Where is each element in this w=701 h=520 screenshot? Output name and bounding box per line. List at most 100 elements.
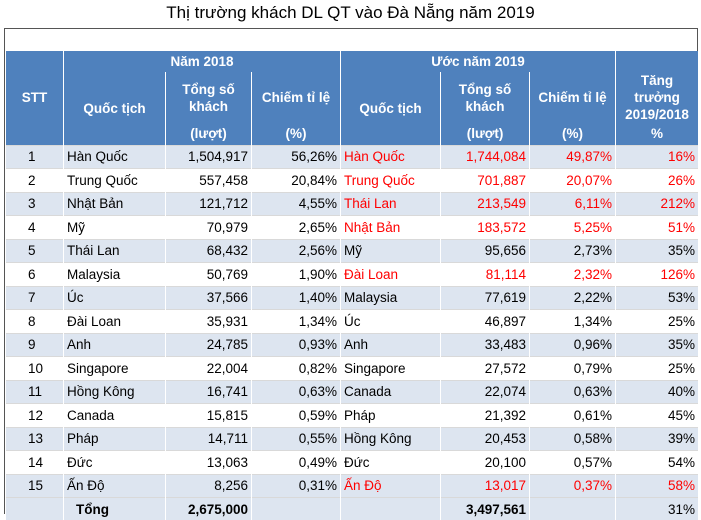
- stt-cell: 12: [6, 404, 64, 428]
- share-2018-cell: 0,55%: [252, 427, 341, 451]
- guests-2019-cell: 213,549: [441, 192, 530, 216]
- total-share-2019: [530, 498, 616, 520]
- country-2019-cell: Mỹ: [341, 239, 441, 263]
- stt-cell: 13: [6, 427, 64, 451]
- growth-blank-header: [616, 51, 699, 72]
- growth-cell: 40%: [616, 380, 699, 404]
- country-2019-cell: Malaysia: [341, 286, 441, 310]
- share-2019-cell: 2,73%: [530, 239, 616, 263]
- stt-header: STT: [6, 51, 64, 145]
- country-2019-cell: Nhật Bản: [341, 216, 441, 240]
- guests-2018-cell: 16,741: [166, 380, 252, 404]
- share-2019-cell: 0,58%: [530, 427, 616, 451]
- country-2019-cell: Anh: [341, 333, 441, 357]
- guests-2019-cell: 183,572: [441, 216, 530, 240]
- guests-2019-cell: 33,483: [441, 333, 530, 357]
- share-2019-cell: 0,37%: [530, 474, 616, 498]
- share-2019-cell: 0,79%: [530, 357, 616, 381]
- total-growth: 31%: [616, 498, 699, 520]
- share-2018-cell: 20,84%: [252, 169, 341, 193]
- guests-2019-cell: 13,017: [441, 474, 530, 498]
- share-2019-cell: 0,63%: [530, 380, 616, 404]
- share-2018-cell: 1,40%: [252, 286, 341, 310]
- share-2018-cell: 4,55%: [252, 192, 341, 216]
- stt-cell: 10: [6, 357, 64, 381]
- guests-unit-2018: (lượt): [166, 123, 252, 145]
- year-2019-header: Ước năm 2019: [341, 51, 616, 72]
- total-guests-2018: 2,675,000: [166, 498, 252, 520]
- country-2019-cell: Pháp: [341, 404, 441, 428]
- share-2018-cell: 2,56%: [252, 239, 341, 263]
- share-2019-cell: 20,07%: [530, 169, 616, 193]
- country-2018-cell: Thái Lan: [64, 239, 166, 263]
- guests-2018-cell: 15,815: [166, 404, 252, 428]
- country-2019-cell: Trung Quốc: [341, 169, 441, 193]
- growth-cell: 45%: [616, 404, 699, 428]
- share-2018-cell: 0,59%: [252, 404, 341, 428]
- country-2018-cell: Trung Quốc: [64, 169, 166, 193]
- country-2019-cell: Úc: [341, 310, 441, 334]
- growth-cell: 16%: [616, 145, 699, 169]
- share-2019-header: Chiếm tỉ lệ: [530, 72, 616, 123]
- share-2019-cell: 0,61%: [530, 404, 616, 428]
- country-2019-cell: Canada: [341, 380, 441, 404]
- stt-cell: 4: [6, 216, 64, 240]
- stt-cell: 11: [6, 380, 64, 404]
- country-2018-cell: Nhật Bản: [64, 192, 166, 216]
- guests-2018-cell: 14,711: [166, 427, 252, 451]
- growth-cell: 58%: [616, 474, 699, 498]
- guests-2018-cell: 557,458: [166, 169, 252, 193]
- stt-cell: 6: [6, 263, 64, 287]
- share-2019-cell: 0,57%: [530, 451, 616, 475]
- stt-cell: 2: [6, 169, 64, 193]
- growth-cell: 212%: [616, 192, 699, 216]
- growth-cell: 54%: [616, 451, 699, 475]
- guests-2018-cell: 22,004: [166, 357, 252, 381]
- growth-cell: 25%: [616, 310, 699, 334]
- stt-cell: 14: [6, 451, 64, 475]
- total-row: Tổng 2,675,000 3,497,561 31%: [6, 498, 699, 520]
- share-2018-header: Chiếm tỉ lệ: [252, 72, 341, 123]
- growth-cell: 126%: [616, 263, 699, 287]
- share-unit-2019: (%): [530, 123, 616, 145]
- share-2019-cell: 2,32%: [530, 263, 616, 287]
- year-2018-header: Năm 2018: [64, 51, 341, 72]
- total-label: Tổng: [64, 498, 166, 520]
- guests-2018-cell: 50,769: [166, 263, 252, 287]
- country-2019-cell: Singapore: [341, 357, 441, 381]
- country-2018-cell: Mỹ: [64, 216, 166, 240]
- stt-cell: 3: [6, 192, 64, 216]
- guests-2018-cell: 37,566: [166, 286, 252, 310]
- guests-unit-2019: (lượt): [441, 123, 530, 145]
- country-2018-cell: Hồng Kông: [64, 380, 166, 404]
- share-2019-cell: 5,25%: [530, 216, 616, 240]
- stt-cell: 7: [6, 286, 64, 310]
- guests-2019-cell: 20,100: [441, 451, 530, 475]
- share-2019-cell: 2,22%: [530, 286, 616, 310]
- guests-2018-cell: 24,785: [166, 333, 252, 357]
- country-2018-cell: Úc: [64, 286, 166, 310]
- total-share-2018: [252, 498, 341, 520]
- country-2019-cell: Ấn Độ: [341, 474, 441, 498]
- country-2018-cell: Ấn Độ: [64, 474, 166, 498]
- nationality-2019-header: Quốc tịch: [341, 72, 441, 145]
- growth-cell: 25%: [616, 357, 699, 381]
- growth-cell: 39%: [616, 427, 699, 451]
- guests-2018-cell: 8,256: [166, 474, 252, 498]
- total-country-2019: [341, 498, 441, 520]
- country-2019-cell: Hàn Quốc: [341, 145, 441, 169]
- country-2019-cell: Thái Lan: [341, 192, 441, 216]
- guests-2019-cell: 1,744,084: [441, 145, 530, 169]
- share-2018-cell: 0,49%: [252, 451, 341, 475]
- stt-cell: 1: [6, 145, 64, 169]
- guests-2019-cell: 22,074: [441, 380, 530, 404]
